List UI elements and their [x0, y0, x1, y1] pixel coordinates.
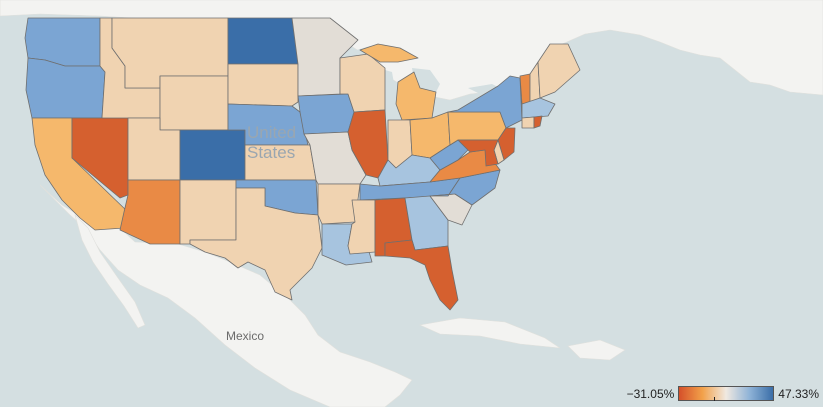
state-wyoming[interactable] — [159, 75, 229, 131]
state-iowa[interactable] — [297, 93, 355, 135]
color-legend: −31.05% 47.33% — [627, 386, 819, 401]
state-vermont[interactable] — [519, 73, 531, 105]
us-label-line1: United — [247, 123, 296, 142]
state-south-dakota[interactable] — [227, 63, 299, 107]
state-illinois[interactable] — [347, 109, 389, 179]
mexico-label: Mexico — [226, 329, 264, 343]
state-new-jersey[interactable] — [497, 127, 516, 161]
legend-min-label: −31.05% — [626, 386, 675, 401]
lake-erie — [430, 98, 470, 116]
state-texas[interactable] — [189, 187, 323, 301]
state-michigan-up[interactable] — [359, 43, 419, 63]
state-maryland[interactable] — [457, 139, 499, 167]
states-layer — [24, 17, 581, 311]
state-oregon[interactable] — [25, 57, 106, 119]
state-new-york[interactable] — [447, 75, 523, 129]
legend-zero-tick — [714, 397, 716, 401]
lake-michigan — [383, 70, 396, 118]
state-colorado[interactable] — [179, 129, 246, 181]
state-maine[interactable] — [537, 43, 581, 99]
us-label-line2: States — [247, 143, 295, 162]
state-connecticut[interactable] — [521, 116, 535, 129]
state-rhode-island[interactable] — [533, 115, 543, 129]
state-north-dakota[interactable] — [227, 17, 299, 65]
state-arizona[interactable] — [119, 179, 181, 245]
state-michigan[interactable] — [395, 71, 437, 121]
legend-gradient-bar — [678, 386, 775, 401]
cuba-land — [418, 317, 561, 349]
lake-ontario — [468, 84, 500, 94]
hispaniola-land — [567, 339, 626, 361]
state-arkansas[interactable] — [317, 183, 361, 225]
baja-land — [74, 213, 146, 329]
state-new-mexico[interactable] — [179, 179, 237, 245]
state-florida[interactable] — [384, 239, 459, 311]
legend-max-label: 47.33% — [778, 386, 819, 401]
state-massachusetts[interactable] — [521, 97, 556, 119]
